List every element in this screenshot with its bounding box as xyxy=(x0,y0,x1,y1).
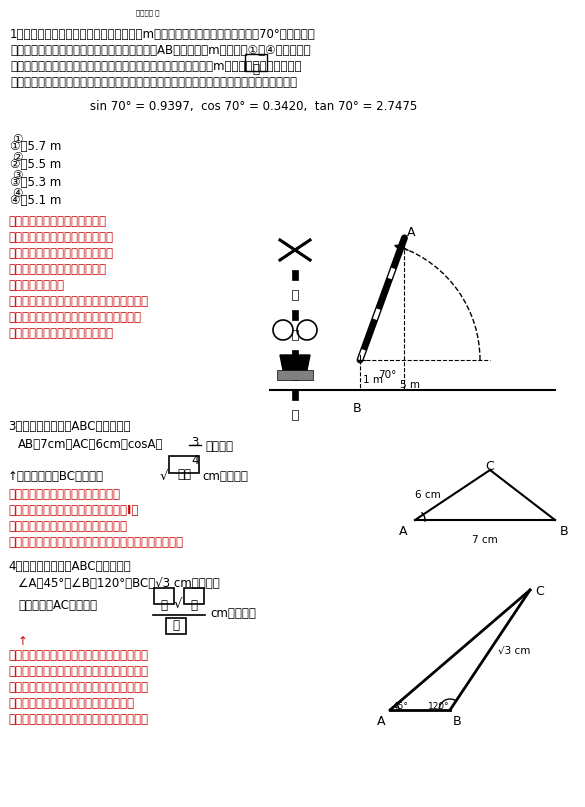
Bar xyxy=(292,310,298,320)
Text: √: √ xyxy=(174,598,183,611)
Text: 4: 4 xyxy=(191,454,199,467)
Text: 三角比の定義をあてはめれば、: 三角比の定義をあてはめれば、 xyxy=(8,263,106,276)
Text: ①　5.7 m: ① 5.7 m xyxy=(10,140,61,153)
Bar xyxy=(292,330,298,340)
Text: 4　右の図の三角形ABCにおいて，: 4 右の図の三角形ABCにおいて， xyxy=(8,560,130,573)
Text: いるものとする。解答番号は　　ア　　。必要であれば，次の三角比の値を利用すること。: いるものとする。解答番号は ア 。必要であれば，次の三角比の値を利用すること。 xyxy=(10,76,297,89)
Text: ④: ④ xyxy=(12,187,22,200)
Text: ∠A＝45°，∠B＝120°，BC＝√3 cmである。: ∠A＝45°，∠B＝120°，BC＝√3 cmである。 xyxy=(18,577,220,590)
Text: ↑　このとき，BCの長さは: ↑ このとき，BCの長さは xyxy=(8,470,104,483)
Text: このとき，ACの長さは: このとき，ACの長さは xyxy=(18,599,97,612)
Polygon shape xyxy=(280,355,310,370)
Text: B: B xyxy=(453,715,462,728)
Text: エオ: エオ xyxy=(177,468,191,481)
Bar xyxy=(292,350,298,360)
Text: 45°: 45° xyxy=(393,702,409,711)
Text: A: A xyxy=(377,715,385,728)
Text: 120°: 120° xyxy=(428,702,450,711)
Text: B: B xyxy=(560,525,569,538)
Text: 5 m: 5 m xyxy=(400,380,420,390)
Bar xyxy=(292,270,298,280)
Text: 3　右の図の三角形ABCにおいて，: 3 右の図の三角形ABCにおいて， xyxy=(8,420,130,433)
Text: 練習しましょう。一度覚えてしまえば、: 練習しましょう。一度覚えてしまえば、 xyxy=(8,697,134,710)
Text: サイズを求める問題が出題されますので、: サイズを求める問題が出題されますので、 xyxy=(8,311,141,324)
Text: ク: ク xyxy=(173,619,180,632)
Text: ①: ① xyxy=(12,133,22,146)
FancyBboxPatch shape xyxy=(154,588,174,604)
Text: ④　5.1 m: ④ 5.1 m xyxy=(10,194,61,207)
Text: ③: ③ xyxy=(12,169,22,182)
Text: 3: 3 xyxy=(191,436,199,449)
Text: この問題はらくらくクリアできるでしょう。: この問題はらくらくクリアできるでしょう。 xyxy=(8,713,148,726)
Text: B: B xyxy=(353,402,362,415)
Bar xyxy=(277,370,313,380)
Text: 最も適当なものを一つ選べ。ただし，遮断機のバーは地上から１mの高さに取り付けられて: 最も適当なものを一つ選べ。ただし，遮断機のバーは地上から１mの高さに取り付けられ… xyxy=(10,60,301,73)
Text: 70°: 70° xyxy=(378,370,397,380)
Text: キ: キ xyxy=(191,599,198,612)
Text: cmである。: cmである。 xyxy=(202,470,248,483)
Text: ア: ア xyxy=(253,63,260,76)
Text: ↑: ↑ xyxy=(18,635,28,648)
Text: である。: である。 xyxy=(205,440,233,453)
Text: AB＝7cm，AC＝6cm，cosA＝: AB＝7cm，AC＝6cm，cosA＝ xyxy=(18,438,163,451)
Text: A: A xyxy=(407,226,415,239)
Text: ②: ② xyxy=(12,151,22,164)
Text: A: A xyxy=(398,525,407,538)
Bar xyxy=(292,370,298,380)
Text: sin 70° = 0.9397,  cos 70° = 0.3420,  tan 70° = 2.7475: sin 70° = 0.9397, cos 70° = 0.3420, tan … xyxy=(90,100,417,113)
Text: 過去問で練習しておきましょう。: 過去問で練習しておきましょう。 xyxy=(8,327,113,340)
Text: C: C xyxy=(535,585,543,598)
Text: 図の中に直角三角形を見つけて、: 図の中に直角三角形を見つけて、 xyxy=(8,247,113,260)
Text: で、しかも分数の形をしているので、十分に: で、しかも分数の形をしているので、十分に xyxy=(8,681,148,694)
Text: まずは、公式を見ながら、あてはめ方を覚えましょう。: まずは、公式を見ながら、あてはめ方を覚えましょう。 xyxy=(8,536,183,549)
Text: 1 m: 1 m xyxy=(363,375,383,385)
Text: 毎回、ビルの高さや橋の長さなど、建造物の: 毎回、ビルの高さや橋の長さなど、建造物の xyxy=(8,295,148,308)
Text: パターン問題。ただ、余弦定理は数学Iで: パターン問題。ただ、余弦定理は数学Iで xyxy=(8,504,139,517)
Text: 余弦定理を使って解く、おきまりの: 余弦定理を使って解く、おきまりの xyxy=(8,488,120,501)
FancyBboxPatch shape xyxy=(245,54,267,71)
Text: パターン問題。見慣れない形をしている公式: パターン問題。見慣れない形をしている公式 xyxy=(8,665,148,678)
Bar xyxy=(292,390,298,400)
Text: ②　5.5 m: ② 5.5 m xyxy=(10,158,61,171)
Bar xyxy=(292,290,298,300)
Text: √: √ xyxy=(160,470,168,483)
Text: 上がったとき，地上からバーの先端までの高さABはおよそ何mか。次の①〜④のうちから: 上がったとき，地上からバーの先端までの高さABはおよそ何mか。次の①〜④のうちか… xyxy=(10,44,311,57)
Text: 7 cm: 7 cm xyxy=(472,535,498,545)
Bar xyxy=(292,410,298,420)
Text: こちらは正弦定理を使って解く、おきまりの: こちらは正弦定理を使って解く、おきまりの xyxy=(8,649,148,662)
FancyBboxPatch shape xyxy=(169,456,199,473)
Text: cmである。: cmである。 xyxy=(210,607,256,620)
Text: カ: カ xyxy=(160,599,167,612)
Text: 三角比の基礎の基礎の問題です。: 三角比の基礎の基礎の問題です。 xyxy=(8,231,113,244)
FancyBboxPatch shape xyxy=(184,588,204,604)
Text: 習う公式の中で、一番長い公式です。: 習う公式の中で、一番長い公式です。 xyxy=(8,520,127,533)
Text: 6 cm: 6 cm xyxy=(415,490,441,500)
Text: 1　下の図のような遮断機がある。長さ５mの遮断機のバーが水平な状態から70°の角度まで: 1 下の図のような遮断機がある。長さ５mの遮断機のバーが水平な状態から70°の角… xyxy=(10,28,316,41)
Text: しゃだん き: しゃだん き xyxy=(136,9,160,15)
Text: 簡単に解けます。: 簡単に解けます。 xyxy=(8,279,64,292)
FancyBboxPatch shape xyxy=(166,618,186,634)
Text: 難しそうな問題に見えますが、: 難しそうな問題に見えますが、 xyxy=(8,215,106,228)
Text: C: C xyxy=(486,460,494,473)
Text: ③　5.3 m: ③ 5.3 m xyxy=(10,176,61,189)
Text: √3 cm: √3 cm xyxy=(498,645,531,655)
